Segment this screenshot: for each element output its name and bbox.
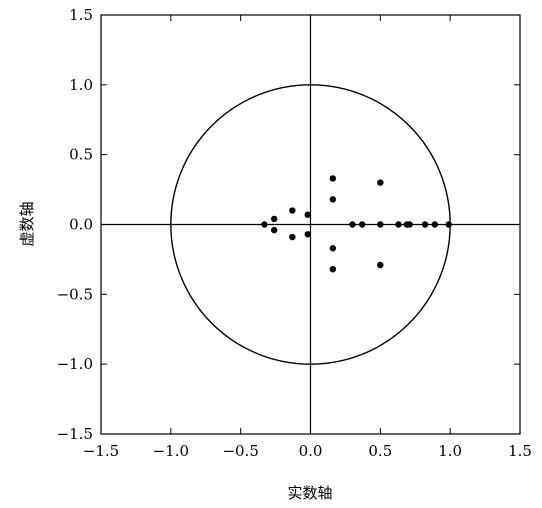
x-axis-title: 实数轴 [287, 484, 332, 502]
y-axis-title: 虚数轴 [18, 201, 36, 246]
y-tick-label: 0.5 [69, 146, 93, 164]
data-point [329, 265, 337, 273]
data-point [445, 221, 452, 228]
x-tick-label: 0.5 [368, 442, 392, 460]
data-point [406, 221, 413, 228]
y-tick-label: −1.5 [57, 425, 93, 443]
data-point [304, 231, 311, 238]
y-tick-label: 1.0 [69, 76, 93, 94]
x-tick-label: 0.0 [299, 442, 323, 460]
data-point [270, 226, 278, 234]
y-tick-label: 0.0 [69, 216, 93, 234]
data-point [329, 175, 337, 182]
data-point [358, 221, 366, 228]
x-tick-label: 1.0 [438, 442, 462, 460]
data-point [377, 221, 384, 228]
x-tick-label: −1.0 [153, 442, 189, 460]
x-tick-label: −1.5 [83, 442, 119, 460]
y-tick-label: −0.5 [57, 285, 93, 303]
data-point [395, 221, 402, 228]
data-point [377, 179, 384, 186]
y-tick-label: 1.5 [69, 6, 93, 24]
data-point [289, 233, 296, 241]
y-tick-label: −1.0 [57, 355, 93, 373]
data-point [304, 211, 311, 218]
data-point [329, 245, 337, 252]
data-point [349, 221, 356, 228]
x-tick-label: −0.5 [222, 442, 258, 460]
data-point [377, 261, 384, 269]
data-point [329, 196, 337, 203]
data-point [261, 221, 268, 228]
data-point [289, 207, 296, 214]
x-tick-label: 1.5 [508, 442, 532, 460]
data-point [431, 221, 439, 228]
data-point [270, 215, 278, 223]
data-point [421, 221, 429, 228]
